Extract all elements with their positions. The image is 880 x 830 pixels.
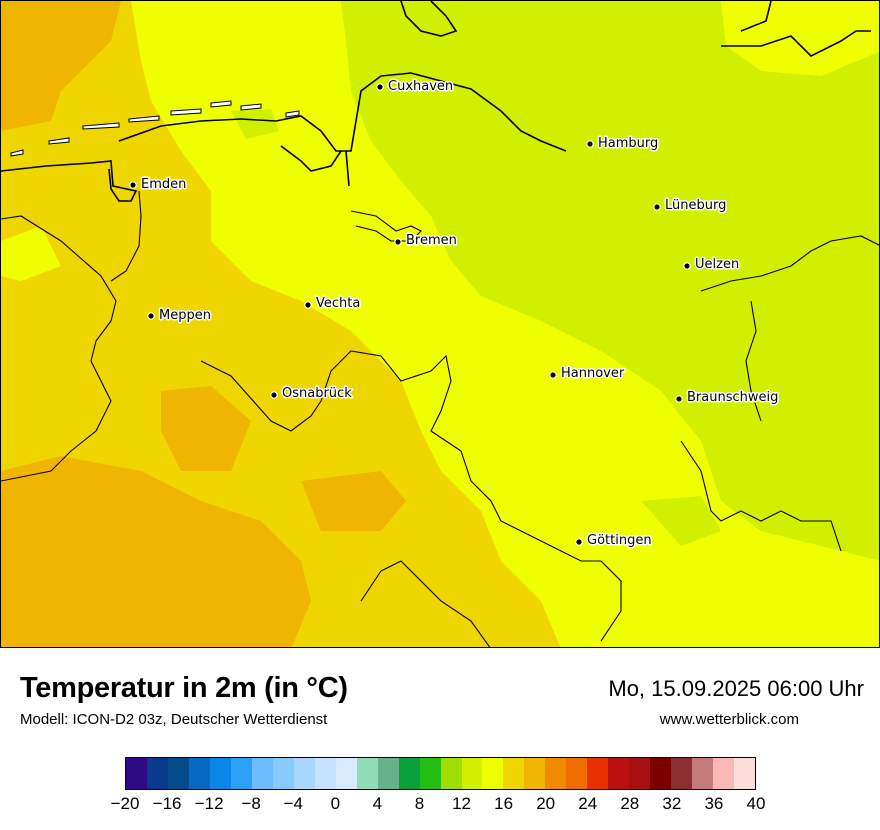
city-dot-hamburg: [586, 140, 594, 148]
east-frisian-islands: [10, 100, 300, 157]
colorbar-swatch: [188, 758, 210, 789]
colorbar: [125, 757, 756, 790]
colorbar-swatch: [524, 758, 546, 789]
colorbar-swatch: [146, 758, 168, 789]
colorbar-tick-label: −20: [110, 794, 140, 813]
city-label-emden: Emden: [141, 177, 186, 192]
colorbar-swatch: [314, 758, 336, 789]
colorbar-swatch: [713, 758, 735, 789]
colorbar-tick-label: −16: [152, 794, 182, 813]
city-label-lueneburg: Lüneburg: [665, 198, 726, 213]
city-markers: [129, 83, 691, 546]
city-dot-braunschweig: [675, 395, 683, 403]
city-dot-cuxhaven: [376, 83, 384, 91]
temp-zone-16-southeast: [801, 561, 879, 647]
weather-map: Cuxhaven Hamburg Emden Lüneburg Bremen U…: [0, 0, 880, 648]
colorbar-swatch: [440, 758, 462, 789]
colorbar-tick-label: 24: [578, 794, 598, 813]
colorbar-tick-label: 4: [372, 794, 383, 813]
colorbar-tick-label: −4: [283, 794, 303, 813]
colorbar-swatch: [356, 758, 378, 789]
colorbar-swatch: [482, 758, 504, 789]
colorbar-tick-label: 0: [330, 794, 341, 813]
colorbar-swatch: [461, 758, 483, 789]
city-label-uelzen: Uelzen: [695, 257, 739, 272]
colorbar-swatch: [503, 758, 525, 789]
colorbar-tick-label: 28: [620, 794, 640, 813]
colorbar-swatch: [671, 758, 693, 789]
city-dot-osnabrueck: [270, 391, 278, 399]
colorbar-swatch: [734, 758, 756, 789]
colorbar-swatch: [545, 758, 567, 789]
colorbar-swatch: [167, 758, 189, 789]
city-label-goettingen: Göttingen: [587, 533, 652, 548]
city-dot-goettingen: [575, 538, 583, 546]
colorbar-tick-label: −8: [241, 794, 261, 813]
city-label-cuxhaven: Cuxhaven: [388, 79, 453, 94]
city-dot-vechta: [304, 301, 312, 309]
colorbar-swatch: [209, 758, 231, 789]
colorbar-swatch: [335, 758, 357, 789]
city-dot-emden: [129, 181, 137, 189]
temp-zone-14-coast: [231, 109, 279, 139]
colorbar-tick-label: 8: [414, 794, 425, 813]
city-dot-uelzen: [683, 262, 691, 270]
colorbar-swatch: [398, 758, 420, 789]
model-info: Modell: ICON-D2 03z, Deutscher Wetterdie…: [20, 711, 328, 728]
website-label: www.wetterblick.com: [659, 711, 799, 728]
colorbar-tick-label: 32: [662, 794, 682, 813]
colorbar-tick-label: 36: [704, 794, 724, 813]
colorbar-swatch: [126, 758, 147, 789]
colorbar-tick-label: −12: [194, 794, 224, 813]
colorbar-swatch: [419, 758, 441, 789]
city-label-hamburg: Hamburg: [598, 136, 658, 151]
colorbar-swatch: [230, 758, 252, 789]
colorbar-swatch: [692, 758, 714, 789]
colorbar-swatch: [377, 758, 399, 789]
forecast-datetime: Mo, 15.09.2025 06:00 Uhr: [608, 676, 864, 701]
temp-zone-20-south: [301, 471, 406, 531]
colorbar-swatch: [293, 758, 315, 789]
coastline: [1, 1, 871, 202]
colorbar-tick-label: 40: [746, 794, 766, 813]
city-label-meppen: Meppen: [159, 308, 211, 323]
city-label-bremen: Bremen: [406, 233, 457, 248]
temp-zone-16-west: [1, 226, 61, 281]
colorbar-swatch: [608, 758, 630, 789]
colorbar-swatch: [650, 758, 672, 789]
city-labels: Cuxhaven Hamburg Emden Lüneburg Bremen U…: [140, 78, 780, 550]
colorbar-ticks: −20 −16 −12 −8 −4 0 4 8 12 16 20 24 28 32 36 40: [111, 794, 766, 818]
temp-zone-20-osnabrueck: [161, 386, 251, 471]
temp-zone-20-northwest: [1, 1, 121, 131]
city-dot-bremen: [394, 238, 402, 246]
colorbar-swatch: [587, 758, 609, 789]
colorbar-swatch: [566, 758, 588, 789]
colorbar-tick-label: 20: [536, 794, 556, 813]
map-title: Temperatur in 2m (in °C): [20, 672, 348, 704]
temp-zone-14-harz: [641, 496, 721, 546]
city-label-vechta: Vechta: [316, 296, 360, 311]
city-dot-hannover: [549, 371, 557, 379]
colorbar-tick-label: 12: [452, 794, 471, 813]
colorbar-swatch: [251, 758, 273, 789]
city-dot-lueneburg: [653, 203, 661, 211]
temp-zone-20-southwest: [1, 456, 311, 647]
colorbar-swatch: [272, 758, 294, 789]
temperature-map-svg: Cuxhaven Hamburg Emden Lüneburg Bremen U…: [1, 1, 879, 647]
city-dot-meppen: [147, 312, 155, 320]
city-label-hannover: Hannover: [561, 366, 625, 381]
city-label-braunschweig: Braunschweig: [687, 390, 778, 405]
temp-zone-16-northeast: [721, 1, 879, 76]
temp-zone-14: [341, 1, 879, 561]
colorbar-swatch: [629, 758, 651, 789]
colorbar-tick-label: 16: [494, 794, 514, 813]
city-label-osnabrueck: Osnabrück: [282, 386, 352, 401]
state-borders: [1, 190, 879, 647]
